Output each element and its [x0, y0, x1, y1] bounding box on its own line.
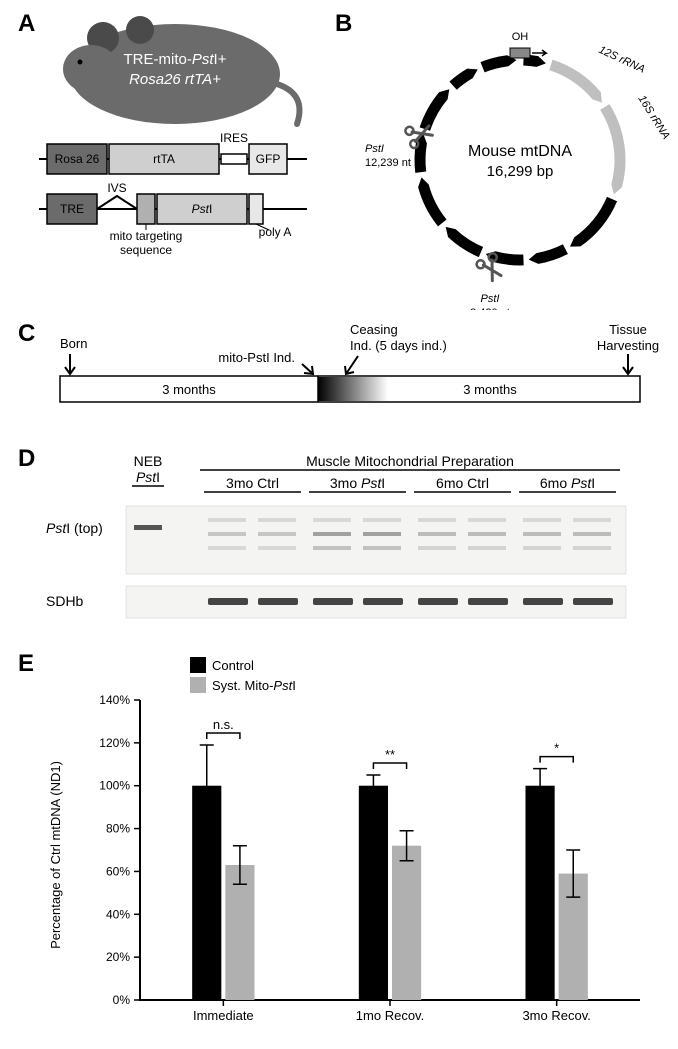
cease-label-1: Ceasing — [350, 322, 398, 337]
x-tick-label: 1mo Recov. — [356, 1008, 424, 1023]
sig-label: * — [554, 741, 559, 756]
tl-left-label: 3 months — [162, 382, 216, 397]
tre-label: TRE — [60, 202, 84, 216]
legend-pst-label: Syst. Mito-PstI — [212, 678, 296, 693]
pst-bar — [225, 865, 254, 1000]
x-tick-label: Immediate — [193, 1008, 254, 1023]
sig-label: n.s. — [213, 717, 234, 732]
lane-label: 3mo PstI — [330, 475, 385, 491]
y-tick-label: 100% — [99, 779, 130, 793]
pst-bar — [392, 846, 421, 1000]
y-tick-label: 40% — [106, 907, 130, 921]
legend-pst-swatch — [190, 677, 206, 693]
ctrl-bar — [526, 786, 555, 1000]
ivs-label: IVS — [107, 181, 126, 195]
psti-box-label: PstI — [192, 202, 213, 216]
harvest-label-1: Tissue — [609, 322, 647, 337]
y-tick-label: 140% — [99, 693, 130, 707]
mtdna-title: Mouse mtDNA — [468, 143, 572, 160]
rosa26-label: Rosa 26 — [55, 152, 100, 166]
oh-label: OH — [512, 31, 529, 43]
pst2-nt: 8,420 nt — [470, 307, 510, 310]
born-label: Born — [60, 336, 87, 351]
r12s-label: 12S rRNA — [597, 44, 647, 76]
legend-ctrl-label: Control — [212, 658, 254, 673]
y-tick-label: 60% — [106, 864, 130, 878]
panel-b-svg: Mouse mtDNA 16,299 bp OH 12S rRNA 16S rR… — [360, 10, 678, 310]
y-tick-label: 0% — [113, 993, 131, 1007]
y-tick-label: 80% — [106, 822, 130, 836]
tl-right-label: 3 months — [463, 382, 517, 397]
panel-d-svg: NEB PstI Muscle Mitochondrial Preparatio… — [40, 448, 678, 648]
neb-label-2: PstI — [136, 469, 160, 485]
rtta-label: rtTA — [153, 152, 175, 166]
panel-e-label: E — [18, 650, 34, 678]
r16s-label: 16S rRNA — [635, 93, 671, 141]
lane-label: 3mo Ctrl — [226, 475, 279, 491]
ires-label: IRES — [220, 131, 248, 145]
panel-a-svg: TRE-mito-PstI+ Rosa26 rtTA+ Rosa 26 rtTA… — [35, 14, 355, 314]
mtdna-bp: 16,299 bp — [487, 163, 554, 180]
lane-label: 6mo PstI — [540, 475, 595, 491]
mito-tgt-label-2: sequence — [120, 243, 172, 257]
prep-label: Muscle Mitochondrial Preparation — [306, 453, 514, 469]
row2-label: SDHb — [46, 593, 84, 609]
mito-tgt-label-1: mito targeting — [110, 229, 183, 243]
neb-label-1: NEB — [134, 453, 163, 469]
panel-c-label: C — [18, 320, 35, 348]
y-tick-label: 20% — [106, 950, 130, 964]
pst1-nt: 12,239 nt — [365, 157, 411, 169]
panel-b-label: B — [335, 10, 352, 38]
lane-label: 6mo Ctrl — [436, 475, 489, 491]
panel-a-label: A — [18, 10, 35, 38]
y-tick-label: 120% — [99, 736, 130, 750]
panel-e-svg: Control Syst. Mito-PstI 0% 20% 40% 60% 80% 10… — [40, 655, 678, 1045]
gfp-label: GFP — [256, 152, 281, 166]
ctrl-bar — [359, 786, 388, 1000]
sig-label: ** — [385, 747, 395, 762]
pst1-label: PstI — [365, 143, 384, 155]
ind-label: mito-PstI Ind. — [218, 350, 295, 365]
legend-ctrl-swatch — [190, 657, 206, 673]
harvest-label-2: Harvesting — [597, 338, 659, 353]
row1-label: PstI (top) — [46, 520, 103, 536]
panel-d-label: D — [18, 445, 35, 473]
pst2-label: PstI — [481, 293, 500, 305]
cease-label-2: Ind. (5 days ind.) — [350, 338, 447, 353]
mouse-line1: TRE-mito-PstI+ — [124, 51, 227, 68]
y-axis-label: Percentage of Ctrl mtDNA (ND1) — [48, 761, 63, 949]
mouse-line2: Rosa26 rtTA+ — [129, 71, 221, 88]
x-tick-label: 3mo Recov. — [522, 1008, 590, 1023]
panel-c-svg: Born mito-PstI Ind. Ceasing Ind. (5 days… — [40, 320, 678, 440]
